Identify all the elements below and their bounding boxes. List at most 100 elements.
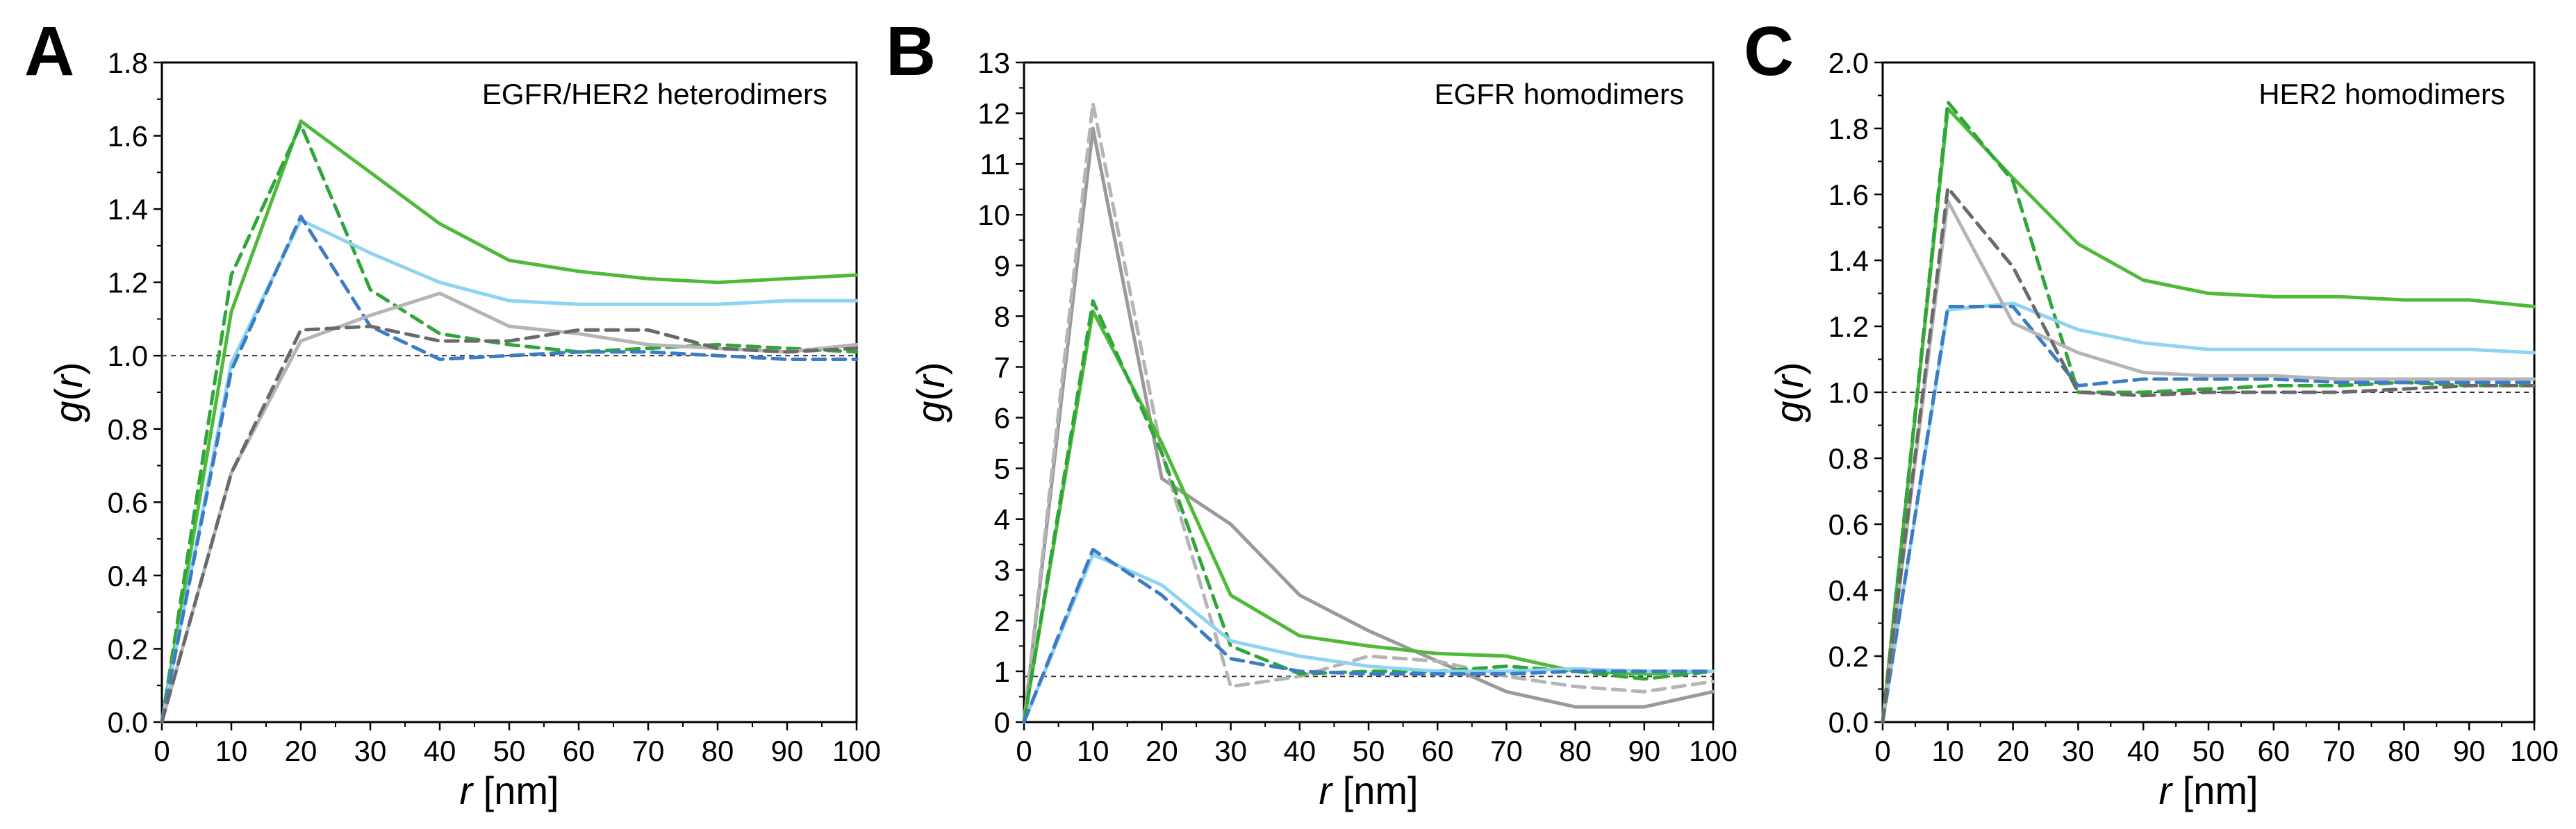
x-tick-label: 10: [215, 735, 248, 767]
series-line-darkgray-dashed: [1881, 186, 2536, 724]
series-line-lightgray-solid: [1881, 199, 2536, 724]
x-tick-label: 30: [354, 735, 387, 767]
y-axis-function: g: [909, 401, 952, 422]
y-tick-label: 0.8: [108, 413, 148, 446]
y-tick-label: 0.6: [108, 486, 148, 519]
y-tick-label: 1.0: [108, 340, 148, 372]
y-tick-label: 9: [994, 249, 1010, 282]
panel-c: C 0 10 20 30 40 50 60 70 80 90 100 0.0 0.2 0.4 0.6 0.8 1.…: [1744, 12, 2559, 812]
x-tick-label: 20: [1997, 735, 2029, 767]
y-axis-paren-close: ): [1767, 362, 1811, 375]
y-axis-paren-open: (: [1767, 387, 1811, 401]
x-tick-label: 0: [1874, 735, 1890, 767]
panel-letter: A: [24, 12, 74, 90]
y-axis-paren-open: (: [909, 387, 952, 401]
y-tick-label: 1.4: [1828, 244, 1869, 277]
y-tick-label: 0.0: [108, 706, 148, 739]
y-tick-label: 13: [977, 47, 1010, 79]
y-tick-label: 10: [977, 199, 1010, 231]
y-axis-paren-close: ): [47, 362, 90, 375]
y-tick-label: 4: [994, 503, 1010, 536]
x-tick-label: 70: [632, 735, 665, 767]
y-tick-label: 1.8: [108, 47, 148, 79]
x-axis-variable: r: [1319, 769, 1333, 812]
y-axis-label: g(r): [1767, 362, 1811, 422]
x-axis-label: r [nm]: [2158, 769, 2258, 812]
y-tick-label: 1.2: [108, 267, 148, 299]
y-tick-label: 2: [994, 605, 1010, 637]
y-tick-label: 0.0: [1828, 706, 1869, 739]
series-line-blue-dashed: [1881, 305, 2536, 724]
y-tick-label: 3: [994, 554, 1010, 587]
y-axis-variable: r: [909, 374, 952, 388]
series-line-green-dashed: [1022, 299, 1715, 724]
x-tick-label: 50: [1353, 735, 1385, 767]
x-axis-unit: [nm]: [2172, 769, 2258, 812]
y-tick-label: 12: [977, 97, 1010, 130]
y-tick-label: 0.6: [1828, 508, 1869, 541]
x-tick-label: 30: [1214, 735, 1247, 767]
y-tick-label: 0: [994, 706, 1010, 739]
panel-a: A 0 10 20 30 40 50 60 70 80 90 100 0.0 0.2 0.4 0.6 0.8 1.…: [24, 12, 881, 812]
series-line-lightgray-dashed: [1022, 101, 1715, 724]
x-tick-label: 100: [2510, 735, 2559, 767]
y-tick-label: 0.8: [1828, 442, 1869, 475]
x-tick-label: 100: [1689, 735, 1737, 767]
x-tick-label: 60: [1421, 735, 1454, 767]
x-tick-label: 80: [1559, 735, 1592, 767]
x-axis-variable: r: [459, 769, 474, 812]
y-tick-label: 7: [994, 351, 1010, 383]
y-tick-label: 1.2: [1828, 310, 1869, 343]
y-axis-function: g: [1767, 401, 1811, 422]
y-tick-label: 1.0: [1828, 376, 1869, 409]
x-tick-label: 10: [1931, 735, 1964, 767]
y-tick-label: 0.4: [1828, 574, 1869, 607]
series-line-green-solid: [160, 119, 859, 724]
x-tick-label: 90: [771, 735, 804, 767]
x-tick-label: 20: [1146, 735, 1178, 767]
y-axis-paren-open: (: [47, 387, 90, 401]
x-tick-label: 100: [832, 735, 881, 767]
y-tick-label: 2.0: [1828, 47, 1869, 79]
x-axis-label: r [nm]: [459, 769, 559, 812]
y-axis-label: g(r): [47, 362, 90, 422]
x-tick-label: 50: [493, 735, 526, 767]
y-tick-label: 0.2: [1828, 640, 1869, 673]
series-line-darkgray-dashed: [160, 324, 859, 724]
x-tick-label: 40: [2127, 735, 2160, 767]
x-tick-label: 0: [1016, 735, 1032, 767]
y-tick-label: 5: [994, 453, 1010, 485]
x-tick-label: 10: [1077, 735, 1109, 767]
x-tick-label: 40: [424, 735, 456, 767]
x-tick-label: 90: [2453, 735, 2486, 767]
x-tick-label: 60: [563, 735, 595, 767]
x-tick-label: 90: [1628, 735, 1660, 767]
x-axis-variable: r: [2158, 769, 2173, 812]
y-tick-label: 1.6: [108, 120, 148, 153]
x-tick-label: 0: [154, 735, 170, 767]
x-tick-label: 80: [702, 735, 734, 767]
series-line-blue-dashed: [1022, 548, 1715, 724]
y-axis-variable: r: [1767, 374, 1811, 388]
series-line-blue-dashed: [160, 215, 859, 724]
y-tick-label: 1.6: [1828, 178, 1869, 211]
y-tick-label: 6: [994, 402, 1010, 435]
y-tick-label: 0.4: [108, 560, 148, 592]
panel-title: EGFR/HER2 heterodimers: [482, 78, 827, 110]
x-axis-unit: [nm]: [472, 769, 559, 812]
x-tick-label: 60: [2257, 735, 2290, 767]
panel-title: HER2 homodimers: [2259, 78, 2505, 110]
y-tick-label: 0.2: [108, 633, 148, 665]
x-tick-label: 20: [285, 735, 317, 767]
x-tick-label: 30: [2062, 735, 2095, 767]
panel-letter: C: [1744, 12, 1794, 90]
panel-letter: B: [886, 12, 936, 90]
y-axis-variable: r: [47, 374, 90, 388]
x-axis-unit: [nm]: [1332, 769, 1418, 812]
x-axis-label: r [nm]: [1319, 769, 1418, 812]
x-tick-label: 80: [2388, 735, 2420, 767]
series-line-green-dashed: [160, 123, 859, 724]
x-tick-label: 70: [1490, 735, 1523, 767]
series-line-lightgray-solid: [160, 292, 859, 724]
